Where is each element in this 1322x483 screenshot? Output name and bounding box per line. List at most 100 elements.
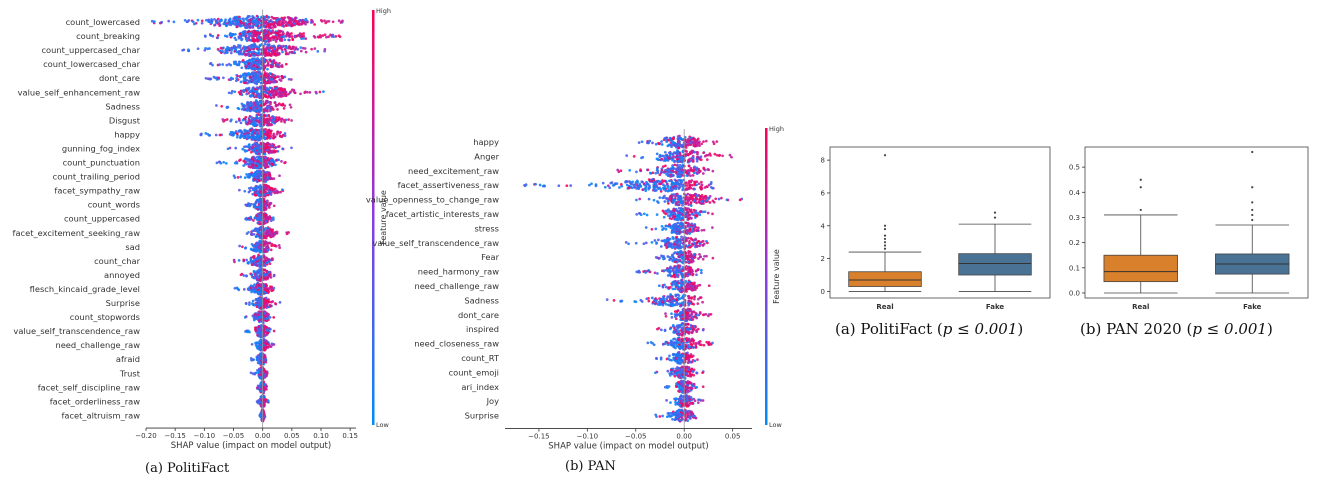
shap-point	[260, 237, 263, 240]
shap-point	[257, 254, 260, 257]
shap-point	[667, 159, 670, 162]
shap-point	[266, 234, 269, 237]
shap-point	[290, 146, 293, 149]
shap-point	[285, 63, 288, 66]
x-tick-label: −0.20	[135, 432, 156, 440]
shap-point	[203, 49, 206, 52]
shap-point	[317, 36, 320, 39]
shap-point	[253, 270, 256, 273]
shap-point	[305, 18, 308, 21]
shap-point	[242, 89, 245, 92]
shap-point	[253, 40, 256, 43]
shap-point	[262, 192, 265, 195]
shap-point	[300, 23, 303, 26]
feature-label: Sadness	[105, 101, 140, 111]
shap-point	[280, 38, 283, 41]
shap-point	[656, 158, 659, 161]
shap-point	[265, 370, 268, 373]
shap-point	[266, 329, 269, 332]
feature-row: facet_excitement_seeking_raw	[13, 226, 290, 240]
shap-point	[265, 114, 268, 117]
shap-point	[270, 76, 273, 79]
shap-point	[259, 213, 262, 216]
feature-row: need_challenge_raw	[55, 338, 275, 352]
shap-point	[285, 45, 288, 48]
shap-point	[222, 161, 225, 164]
shap-point	[272, 38, 275, 41]
shap-point	[241, 102, 244, 105]
shap-point	[249, 110, 252, 113]
shap-point	[230, 49, 233, 52]
shap-point	[256, 143, 259, 146]
shap-point	[686, 141, 689, 144]
feature-label: count_trailing_period	[53, 172, 140, 182]
shap-feature-rows: happyAngerneed_excitement_rawfacet_asser…	[366, 135, 743, 423]
shap-point	[258, 109, 261, 112]
shap-point	[258, 18, 261, 21]
shap-point	[278, 116, 281, 119]
shap-point	[313, 47, 316, 50]
shap-point	[289, 51, 292, 54]
shap-point	[282, 103, 285, 106]
shap-point	[275, 105, 278, 108]
shap-point	[256, 147, 259, 150]
shap-point	[715, 140, 718, 143]
shap-point	[691, 157, 694, 160]
shap-point	[224, 35, 227, 38]
shap-point	[268, 123, 271, 126]
shap-point	[655, 143, 658, 146]
shap-point	[266, 343, 269, 346]
shap-point	[275, 116, 278, 119]
shap-point	[253, 277, 256, 280]
shap-point	[243, 72, 246, 75]
shap-point	[254, 58, 257, 61]
shap-point	[187, 19, 190, 22]
shap-point	[299, 46, 302, 49]
shap-point	[279, 131, 282, 134]
shap-point	[246, 101, 249, 104]
shap-point	[259, 217, 262, 220]
shap-point	[257, 230, 260, 233]
shap-point	[238, 23, 241, 26]
shap-point	[237, 176, 240, 179]
shap-point	[268, 206, 271, 209]
shap-point	[237, 63, 240, 66]
shap-point	[233, 62, 236, 65]
shap-point	[269, 119, 272, 122]
shap-point	[268, 215, 271, 218]
shap-point	[250, 161, 253, 164]
shap-point	[671, 153, 674, 156]
feature-label: value_self_transcendence_raw	[13, 326, 140, 336]
shap-point	[251, 233, 254, 236]
shap-point	[225, 51, 228, 54]
shap-point	[253, 106, 256, 109]
x-tick-label: −0.15	[164, 432, 185, 440]
shap-point	[239, 93, 242, 96]
shap-point	[290, 119, 293, 122]
shap-point	[226, 106, 229, 109]
shap-point	[258, 157, 261, 160]
shap-point	[258, 33, 261, 36]
shap-point	[240, 122, 243, 125]
shap-point	[248, 15, 251, 18]
shap-point	[256, 86, 259, 89]
shap-point	[266, 43, 269, 46]
shap-point	[294, 35, 297, 38]
shap-point	[253, 124, 256, 127]
shap-point	[253, 150, 256, 153]
shap-point	[263, 171, 266, 174]
shap-point	[270, 249, 273, 252]
shap-point	[234, 147, 237, 150]
shap-point	[265, 304, 268, 307]
shap-point	[675, 146, 678, 149]
shap-point	[331, 34, 334, 37]
shap-point	[265, 107, 268, 110]
shap-point	[266, 176, 269, 179]
shap-point	[254, 67, 257, 70]
shap-point	[255, 217, 258, 220]
shap-point	[274, 136, 277, 139]
shap-point	[204, 35, 207, 38]
shap-point	[676, 151, 679, 154]
shap-point	[216, 37, 219, 40]
shap-point	[257, 139, 260, 142]
